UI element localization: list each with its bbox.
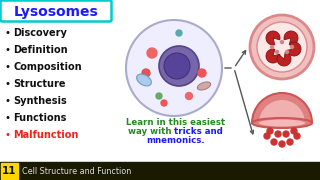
Circle shape: [250, 15, 314, 79]
Text: Learn in this easiest: Learn in this easiest: [126, 118, 226, 127]
Circle shape: [126, 20, 222, 116]
Circle shape: [142, 69, 150, 77]
Text: Structure: Structure: [13, 79, 66, 89]
Text: •: •: [5, 28, 11, 38]
Circle shape: [281, 40, 284, 44]
Circle shape: [294, 133, 300, 139]
Wedge shape: [259, 100, 305, 123]
Circle shape: [270, 46, 274, 48]
Circle shape: [276, 51, 278, 53]
Text: •: •: [5, 62, 11, 72]
Circle shape: [156, 93, 162, 99]
Bar: [0, 162, 320, 180]
Text: Discovery: Discovery: [13, 28, 67, 38]
Text: Cell Structure and Function: Cell Structure and Function: [22, 166, 131, 176]
Wedge shape: [253, 94, 311, 123]
Circle shape: [257, 22, 307, 72]
Text: tricks and: tricks and: [174, 127, 223, 136]
Circle shape: [271, 139, 277, 145]
Text: Synthesis: Synthesis: [13, 96, 67, 106]
Circle shape: [291, 128, 297, 134]
Ellipse shape: [259, 120, 305, 127]
Wedge shape: [266, 49, 280, 63]
Text: •: •: [5, 96, 11, 106]
Text: Definition: Definition: [13, 45, 68, 55]
Ellipse shape: [252, 118, 312, 128]
Circle shape: [176, 30, 182, 36]
Circle shape: [291, 46, 293, 48]
Text: Malfunction: Malfunction: [13, 130, 78, 140]
Text: Functions: Functions: [13, 113, 66, 123]
Wedge shape: [287, 42, 301, 56]
Ellipse shape: [137, 74, 151, 86]
Text: Lysosomes: Lysosomes: [14, 5, 98, 19]
Ellipse shape: [197, 82, 211, 90]
Circle shape: [285, 51, 289, 53]
Wedge shape: [252, 93, 312, 123]
Wedge shape: [284, 31, 298, 45]
Circle shape: [287, 139, 293, 145]
Circle shape: [186, 93, 193, 100]
Text: •: •: [5, 113, 11, 123]
Bar: [1, 163, 18, 179]
Text: 11: 11: [2, 166, 17, 176]
Text: mnemonics.: mnemonics.: [147, 136, 205, 145]
Text: way with: way with: [127, 127, 174, 136]
Circle shape: [198, 69, 206, 77]
Text: •: •: [5, 79, 11, 89]
Wedge shape: [266, 31, 280, 45]
Circle shape: [267, 128, 273, 134]
FancyBboxPatch shape: [1, 1, 111, 21]
Text: Composition: Composition: [13, 62, 82, 72]
Text: •: •: [5, 130, 11, 140]
Circle shape: [147, 48, 157, 58]
Circle shape: [161, 100, 167, 106]
Circle shape: [164, 53, 190, 79]
Circle shape: [283, 131, 289, 137]
Circle shape: [275, 131, 281, 137]
Circle shape: [279, 141, 285, 147]
Wedge shape: [277, 52, 291, 66]
Text: •: •: [5, 45, 11, 55]
Circle shape: [264, 133, 270, 139]
Circle shape: [159, 46, 199, 86]
